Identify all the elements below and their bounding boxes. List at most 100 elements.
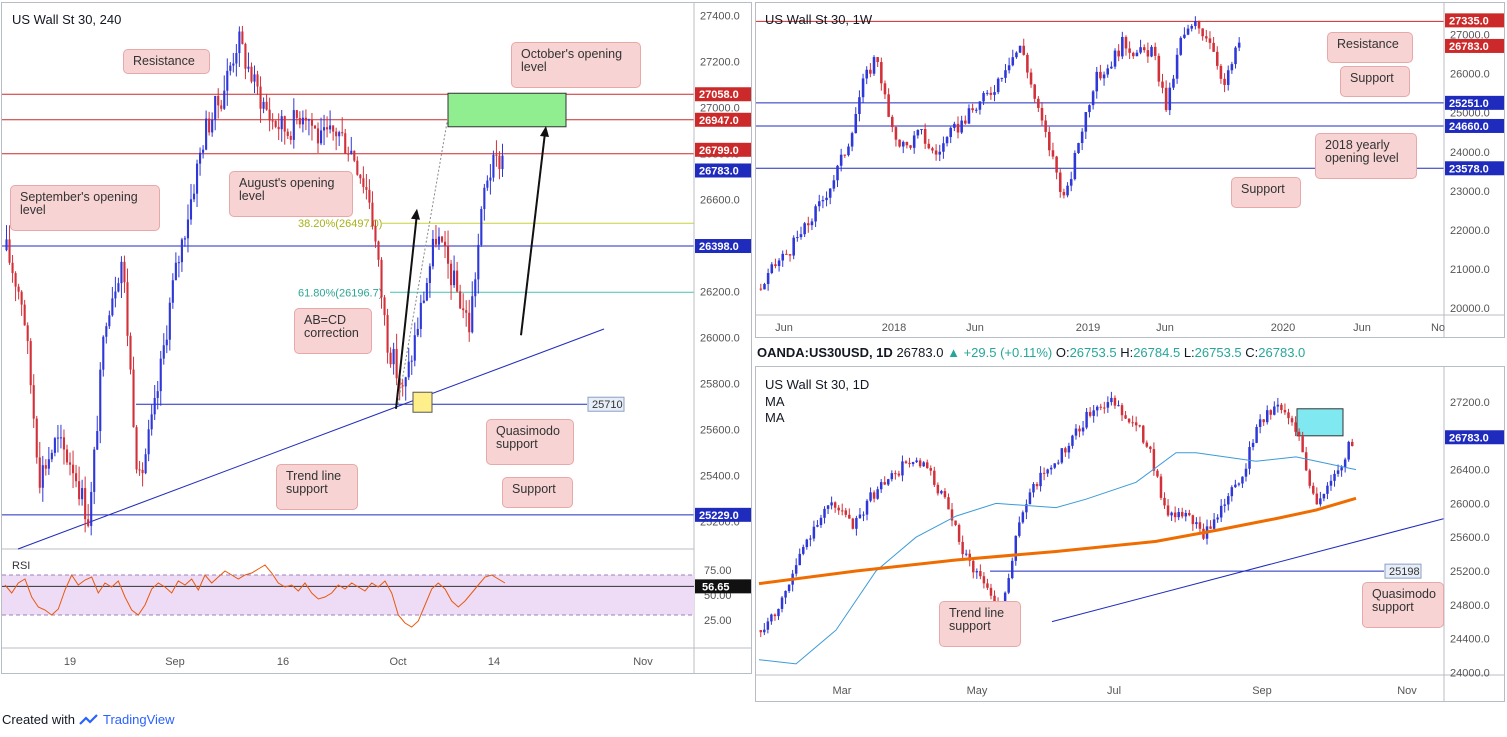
candle-4h-candle: [474, 279, 477, 297]
candle-4h-candle: [301, 117, 304, 125]
candle-4h-candle: [195, 163, 199, 194]
candle-1d-candle: [1336, 470, 1340, 474]
candle-4h-candle: [29, 341, 32, 386]
candle-1w-candle: [872, 57, 876, 74]
candle-1d-candle: [1188, 512, 1191, 516]
candle-4h-candle: [141, 469, 144, 474]
candle-1d-candle: [1287, 412, 1290, 419]
candle-4h-candle: [386, 315, 389, 353]
candle-1d-candle: [1290, 418, 1294, 423]
candle-1w-candle: [799, 234, 803, 238]
candle-4h-candle: [368, 189, 371, 203]
candle-4h-candle: [456, 270, 459, 292]
candle-1d-candle: [1280, 404, 1283, 410]
candle-1d-candle: [826, 505, 830, 509]
price-tag-26947-bg: [695, 112, 751, 127]
y-tick-label: 25400.0: [700, 471, 740, 483]
candle-1w-candle: [1215, 51, 1219, 66]
candle-1d-candle: [1138, 425, 1141, 427]
candle-1d-candle: [1294, 422, 1297, 432]
candle-1w-candle: [898, 139, 901, 147]
candle-1d-candle: [869, 492, 872, 501]
chart-1w-svg: 27000.0 26000.0 25000.0 24000.0 23000.0 22000…: [756, 3, 1504, 337]
candle-1d-candle: [872, 492, 876, 499]
candle-1d-candle: [1028, 492, 1032, 505]
candle-1d-candle: [1163, 497, 1166, 506]
candle-1w-candle: [1055, 156, 1058, 173]
candle-1w-candle: [978, 101, 982, 110]
y-tick-label: 27200.0: [1450, 397, 1490, 409]
price-tag-27335-bg: [1445, 13, 1504, 28]
candle-1w-candle: [817, 201, 821, 207]
chart-4h-title: US Wall St 30, 240: [12, 12, 122, 27]
candle-4h-candle: [431, 238, 434, 267]
candle-1d-candle: [837, 507, 840, 511]
candle-1w-candle: [993, 92, 996, 95]
candle-1d-candle: [979, 571, 982, 577]
candle-1d-candle: [1007, 578, 1010, 593]
candle-1d-candle: [802, 547, 805, 554]
candle-1d-candle: [1018, 522, 1021, 536]
candle-4h-candle: [395, 348, 398, 379]
ma-blue-line: [758, 452, 1357, 665]
candle-4h-candle: [428, 266, 431, 284]
candle-4h-candle: [90, 491, 93, 526]
chart-1w-title: US Wall St 30, 1W: [765, 12, 873, 27]
candle-1d-candle: [830, 502, 833, 506]
footer-brand[interactable]: TradingView: [102, 712, 175, 727]
chart-4h-panel[interactable]: 38.20%(26497.0) 61.80%(26196.7) 25710 27400…: [1, 2, 752, 674]
candle-1d-candle: [770, 614, 773, 622]
candle-4h-candle: [443, 241, 447, 246]
y-tick-label: 27000.0: [700, 103, 740, 115]
candle-1w-candle: [1095, 71, 1099, 92]
candle-1w-candle: [1048, 131, 1051, 151]
x-tick-label-1d: Jul: [1107, 685, 1121, 697]
candle-1d-candle: [904, 461, 908, 463]
callout-resistance-1w: Resistance: [1327, 32, 1413, 63]
candle-1w-candle: [1150, 46, 1153, 57]
open-value: 26753.5: [1069, 345, 1117, 360]
candle-1d-candle: [777, 608, 780, 617]
candle-1d-candle: [1322, 493, 1326, 499]
candle-1d-candle: [894, 473, 897, 475]
candle-1w-candle: [891, 116, 894, 128]
candle-1d-candle: [1127, 418, 1131, 423]
x-tick-label-1w: Jun: [966, 322, 984, 334]
candle-1d-candle: [1159, 476, 1163, 498]
candle-1w-candle: [1080, 131, 1084, 144]
candle-1d-candle: [933, 470, 936, 485]
candle-1w-candle: [905, 141, 909, 146]
candle-1d-candle: [1120, 405, 1124, 416]
candle-1d-candle: [975, 571, 979, 573]
tradingview-logo-icon: [79, 713, 98, 725]
candle-1d-candle: [1046, 469, 1049, 474]
candle-4h-candle: [434, 238, 438, 245]
candle-1d-candle: [915, 460, 918, 463]
candle-4h-candle: [147, 429, 150, 455]
candle-4h-candle: [135, 427, 138, 470]
candle-1w-candle: [1084, 112, 1088, 132]
candle-4h-candle: [280, 116, 283, 130]
candle-1d-candle: [1117, 405, 1120, 407]
candle-1w-candle: [916, 129, 920, 136]
candle-1d-candle: [805, 539, 809, 548]
candle-1w-candle: [1117, 50, 1120, 57]
candle-1d-candle: [1149, 446, 1152, 450]
candle-1d-candle: [1074, 428, 1078, 436]
candle-1w-candle: [880, 62, 883, 84]
candle-1w-candle: [1004, 70, 1007, 78]
candle-4h-candle: [153, 397, 156, 415]
rsi-title: RSI: [12, 560, 30, 572]
candle-1d-candle: [1060, 448, 1064, 463]
chart-1d-panel[interactable]: 2519827200.026800.026400.026000.025600.0…: [755, 366, 1505, 702]
candle-4h-candle: [350, 150, 353, 155]
candle-1w-candle: [1099, 71, 1102, 79]
candle-1w-candle: [1007, 65, 1011, 71]
candle-1w-candle: [836, 165, 839, 181]
candle-1d-candle: [1081, 427, 1085, 432]
candle-1w-candle: [1022, 45, 1026, 55]
candle-1d-candle: [1248, 447, 1251, 469]
price-tag-23578: 23578.0: [1449, 163, 1489, 175]
candle-1d-candle: [1241, 476, 1244, 484]
candle-1w-candle: [774, 264, 777, 267]
